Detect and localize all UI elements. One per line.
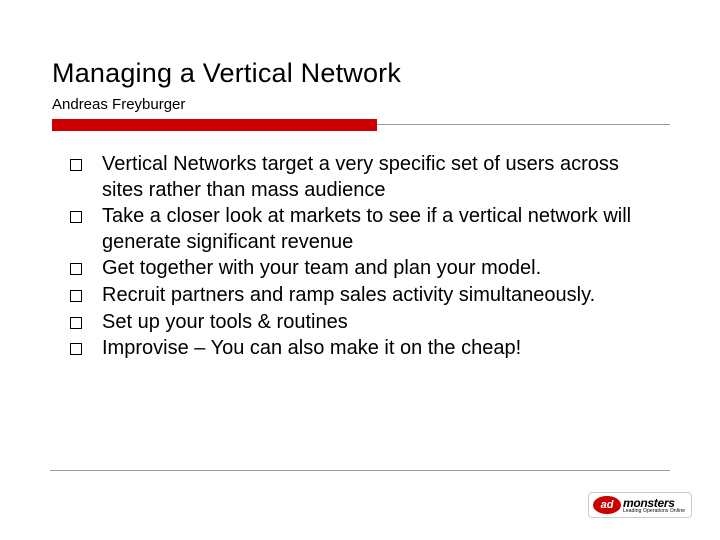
list-item: Vertical Networks target a very specific… — [70, 152, 660, 203]
list-item: Improvise – You can also make it on the … — [70, 336, 660, 362]
footer-logo: ad monsters Leading Operations Online — [588, 492, 692, 518]
square-bullet-icon — [70, 290, 82, 302]
square-bullet-icon — [70, 263, 82, 275]
bullet-text: Improvise – You can also make it on the … — [102, 336, 660, 362]
list-item: Get together with your team and plan you… — [70, 256, 660, 282]
bullet-text: Recruit partners and ramp sales activity… — [102, 283, 660, 309]
list-item: Set up your tools & routines — [70, 310, 660, 336]
logo-text-block: monsters Leading Operations Online — [623, 497, 685, 514]
logo-word: monsters — [623, 497, 685, 509]
slide-subtitle: Andreas Freyburger — [52, 96, 185, 113]
bullet-text: Vertical Networks target a very specific… — [102, 152, 660, 203]
square-bullet-icon — [70, 317, 82, 329]
slide-title: Managing a Vertical Network — [52, 58, 401, 89]
bullet-text: Get together with your team and plan you… — [102, 256, 660, 282]
logo-oval-icon: ad — [593, 496, 621, 514]
footer-rule — [50, 470, 670, 471]
logo-tagline: Leading Operations Online — [623, 509, 685, 514]
bullet-list: Vertical Networks target a very specific… — [70, 152, 660, 363]
accent-bar — [52, 119, 377, 131]
bullet-text: Set up your tools & routines — [102, 310, 660, 336]
logo-oval-text: ad — [601, 500, 614, 511]
title-rule — [377, 124, 670, 125]
square-bullet-icon — [70, 343, 82, 355]
slide: Managing a Vertical Network Andreas Frey… — [0, 0, 720, 540]
square-bullet-icon — [70, 159, 82, 171]
square-bullet-icon — [70, 211, 82, 223]
list-item: Recruit partners and ramp sales activity… — [70, 283, 660, 309]
bullet-text: Take a closer look at markets to see if … — [102, 204, 660, 255]
list-item: Take a closer look at markets to see if … — [70, 204, 660, 255]
